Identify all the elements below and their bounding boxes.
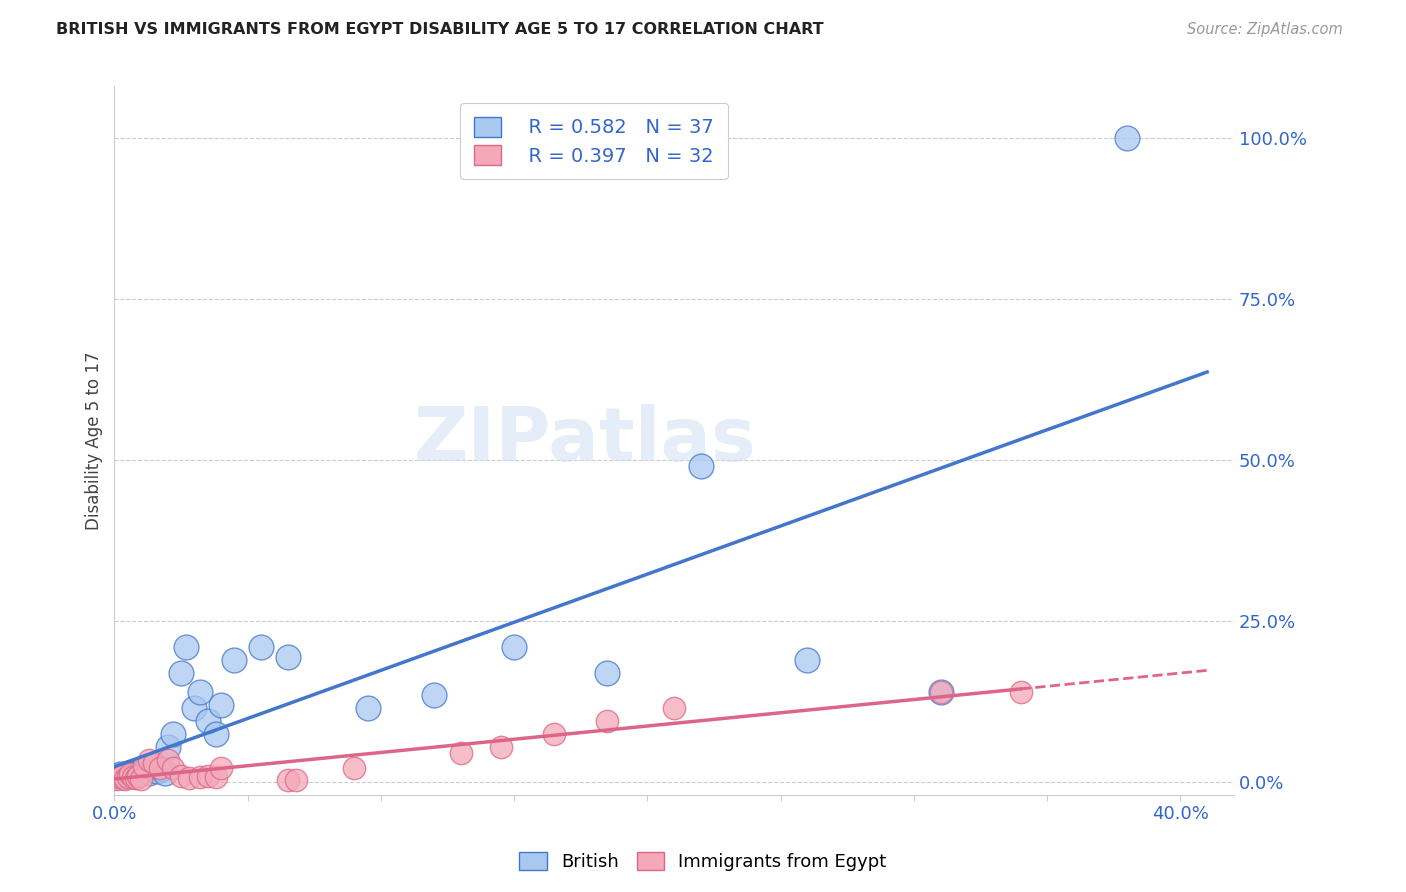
Point [209,761,232,775]
Y-axis label: Disability Age 5 to 17: Disability Age 5 to 17 [86,351,103,530]
Point [204,727,226,741]
Point [111,769,134,783]
Point [170,769,193,783]
Point [1010,685,1032,699]
Point [132,759,155,773]
Point [170,665,193,680]
Point [114,772,136,786]
Point [197,769,219,783]
Point [176,640,198,654]
Legend: British, Immigrants from Egypt: British, Immigrants from Egypt [512,845,894,879]
Point [108,770,131,784]
Point [122,769,145,783]
Point [343,761,366,775]
Point [135,762,157,776]
Point [197,714,219,728]
Point [138,753,160,767]
Point [277,649,299,664]
Point [114,769,136,783]
Point [162,761,184,775]
Point [250,640,273,654]
Point [153,765,176,780]
Point [125,765,148,780]
Point [209,698,232,712]
Point [596,665,619,680]
Point [450,746,472,760]
Point [129,772,152,786]
Point [503,640,526,654]
Point [129,764,152,778]
Point [150,762,173,776]
Point [543,727,565,741]
Text: BRITISH VS IMMIGRANTS FROM EGYPT DISABILITY AGE 5 TO 17 CORRELATION CHART: BRITISH VS IMMIGRANTS FROM EGYPT DISABIL… [56,22,824,37]
Point [120,767,142,781]
Point [125,772,148,786]
Point [146,764,169,778]
Text: Source: ZipAtlas.com: Source: ZipAtlas.com [1187,22,1343,37]
Point [117,765,139,780]
Point [132,765,155,780]
Point [277,772,299,787]
Point [929,685,952,699]
Point [596,714,619,728]
Point [689,459,711,474]
Point [188,770,211,784]
Point [489,739,512,754]
Point [183,701,205,715]
Point [156,739,179,754]
Point [143,756,166,770]
Point [127,767,149,781]
Point [1116,131,1139,145]
Point [162,727,184,741]
Point [224,653,246,667]
Text: ZIPatlas: ZIPatlas [413,404,756,477]
Point [143,759,166,773]
Legend:   R = 0.582   N = 37,   R = 0.397   N = 32: R = 0.582 N = 37, R = 0.397 N = 32 [460,103,728,179]
Point [122,770,145,784]
Point [156,753,179,767]
Point [120,767,142,781]
Point [796,653,818,667]
Point [117,770,139,784]
Point [108,767,131,781]
Point [929,685,952,699]
Point [138,765,160,780]
Point [177,771,200,785]
Point [127,769,149,783]
Point [111,770,134,784]
Point [356,701,378,715]
Point [284,772,307,787]
Point [662,701,685,715]
Point [105,769,128,783]
Point [149,761,172,775]
Point [204,770,226,784]
Point [188,685,211,699]
Point [105,772,128,786]
Point [423,688,446,702]
